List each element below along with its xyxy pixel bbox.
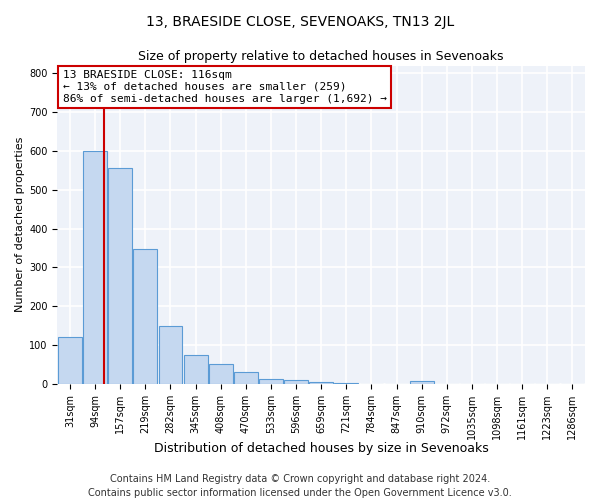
Title: Size of property relative to detached houses in Sevenoaks: Size of property relative to detached ho…: [139, 50, 504, 63]
Bar: [334, 383, 358, 384]
Bar: [234, 372, 258, 384]
Bar: [410, 382, 434, 384]
Bar: [209, 364, 233, 384]
Bar: [58, 336, 82, 384]
Bar: [184, 355, 208, 384]
Bar: [83, 150, 107, 384]
Bar: [158, 326, 182, 384]
Bar: [284, 380, 308, 384]
Y-axis label: Number of detached properties: Number of detached properties: [15, 137, 25, 312]
Text: Contains HM Land Registry data © Crown copyright and database right 2024.
Contai: Contains HM Land Registry data © Crown c…: [88, 474, 512, 498]
Bar: [259, 379, 283, 384]
X-axis label: Distribution of detached houses by size in Sevenoaks: Distribution of detached houses by size …: [154, 442, 488, 455]
Bar: [108, 168, 132, 384]
Text: 13 BRAESIDE CLOSE: 116sqm
← 13% of detached houses are smaller (259)
86% of semi: 13 BRAESIDE CLOSE: 116sqm ← 13% of detac…: [62, 70, 386, 104]
Text: 13, BRAESIDE CLOSE, SEVENOAKS, TN13 2JL: 13, BRAESIDE CLOSE, SEVENOAKS, TN13 2JL: [146, 15, 454, 29]
Bar: [309, 382, 333, 384]
Bar: [133, 249, 157, 384]
